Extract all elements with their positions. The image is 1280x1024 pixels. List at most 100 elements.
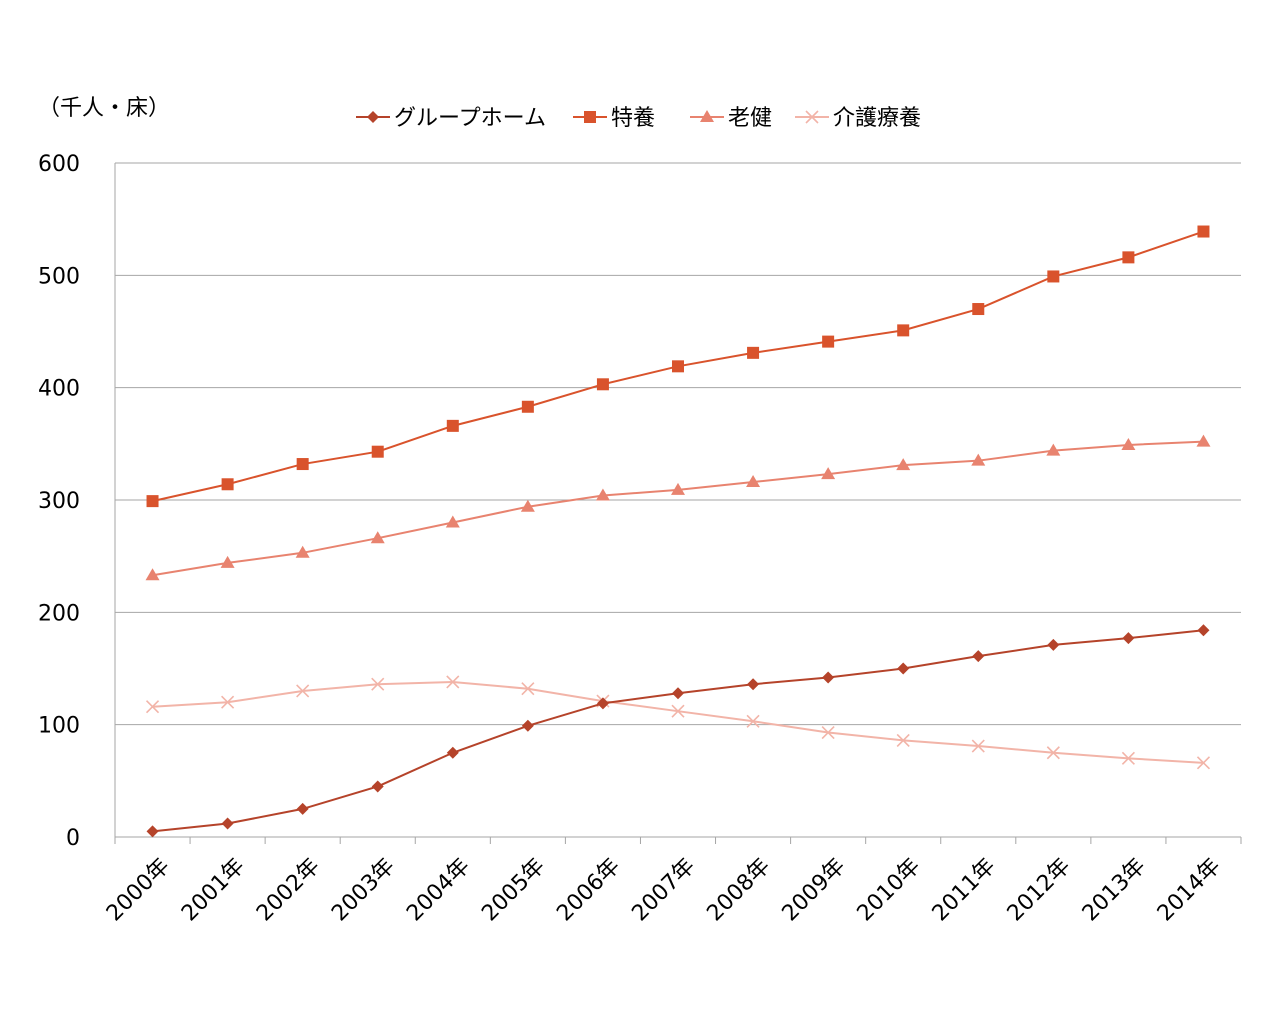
x-tick-label: 2008年 (702, 854, 775, 927)
data-point-triangle (220, 555, 235, 568)
y-tick-labels: 0 100 200 300 400 500 600 (38, 152, 80, 851)
data-point-diamond (672, 687, 684, 700)
data-point-x (821, 725, 835, 740)
data-point-triangle (971, 453, 986, 466)
data-point-diamond (897, 662, 910, 675)
series-line (152, 629, 1204, 833)
data-point-x (446, 675, 460, 689)
x-tick-label: 2013年 (1078, 854, 1151, 927)
data-point-triangle (821, 467, 836, 480)
data-point-square (446, 419, 459, 432)
x-tick-label: 2012年 (1003, 854, 1076, 927)
x-tick-label: 2004年 (402, 854, 475, 927)
x-mark-stroke (896, 733, 910, 747)
data-point-diamond (367, 111, 379, 123)
data-point-square (584, 111, 596, 123)
data-point-x (221, 695, 235, 709)
data-point-square (371, 445, 384, 458)
data-point-diamond (747, 678, 760, 691)
data-point-triangle (595, 488, 610, 501)
series-1 (146, 225, 1210, 508)
data-point-square (596, 378, 609, 391)
x-tick-label: 2014年 (1153, 854, 1226, 927)
x-tick-labels: 2000年 2001年 2002年 2003年 2004年 2005年 2006年 2007年… (102, 854, 1226, 927)
data-point-x (671, 704, 685, 718)
data-point-diamond (371, 780, 384, 793)
legend-label: 特養 (611, 106, 655, 131)
x-mark-stroke (805, 110, 819, 124)
data-point-diamond (446, 746, 459, 759)
y-tick-label: 600 (38, 152, 80, 177)
data-point-x (521, 682, 535, 696)
data-point-triangle (896, 458, 911, 471)
grid-lines (115, 162, 1241, 726)
x-mark-stroke (221, 695, 235, 709)
y-unit-label: （千人・床） (38, 96, 171, 121)
x-mark-stroke (1046, 746, 1060, 760)
series-2 (145, 434, 1211, 581)
data-point-triangle (445, 515, 460, 528)
y-tick-label: 200 (38, 601, 80, 626)
x-tick-label: 2002年 (252, 854, 325, 927)
y-tick-label: 0 (66, 826, 80, 851)
x-mark-stroke (446, 675, 460, 689)
x-tick-label: 2005年 (477, 854, 550, 927)
data-point-square (521, 400, 534, 413)
x-mark-stroke (296, 684, 310, 698)
legend-label: グループホーム (394, 106, 546, 131)
x-mark-stroke (1196, 756, 1211, 770)
x-mark-stroke (1121, 751, 1135, 765)
data-point-triangle (295, 545, 310, 558)
data-point-square (146, 495, 159, 508)
data-point-diamond (972, 650, 985, 663)
x-tick-label: 2000年 (102, 854, 175, 927)
data-point-triangle (671, 482, 685, 495)
data-point-x (145, 700, 160, 714)
legend-item-1: 特養 (573, 106, 655, 131)
legend-item-2: 老健 (690, 106, 772, 131)
x-tick-label: 2007年 (627, 854, 700, 927)
data-point-square (972, 303, 985, 316)
series-group (145, 225, 1211, 838)
data-point-square (1047, 270, 1060, 283)
legend-label: 老健 (728, 106, 772, 131)
axes (114, 163, 1242, 844)
legend: グループホーム 特養 老健 介護療養 (356, 106, 921, 131)
legend-item-3: 介護療養 (795, 106, 921, 131)
data-point-diamond (822, 671, 835, 684)
data-point-square (1197, 225, 1210, 238)
data-point-x (1046, 746, 1060, 760)
y-tick-label: 300 (38, 489, 80, 514)
data-point-triangle (1196, 434, 1211, 447)
data-point-triangle (520, 499, 535, 512)
data-point-x (1121, 751, 1135, 765)
x-mark-stroke (746, 714, 760, 728)
x-tick-label: 2001年 (177, 854, 250, 927)
data-point-x (296, 684, 310, 698)
data-point-triangle (1121, 437, 1136, 450)
data-point-x (805, 110, 819, 124)
x-mark-stroke (371, 677, 385, 691)
data-point-square (672, 360, 684, 373)
data-point-square (897, 324, 910, 337)
data-point-square (296, 458, 309, 471)
data-point-square (747, 346, 760, 359)
y-tick-label: 400 (38, 377, 80, 402)
x-tick-label: 2003年 (327, 854, 400, 927)
data-point-diamond (221, 817, 234, 830)
data-point-x (1196, 756, 1211, 770)
series-3 (145, 675, 1211, 770)
legend-item-0: グループホーム (356, 106, 546, 131)
data-point-triangle (746, 475, 761, 488)
x-mark-stroke (671, 704, 685, 718)
data-point-diamond (1122, 632, 1135, 645)
data-point-square (1122, 251, 1135, 264)
y-tick-label: 500 (38, 264, 80, 289)
x-mark-stroke (145, 700, 160, 714)
data-point-diamond (521, 719, 534, 732)
x-tick-label: 2006年 (552, 854, 625, 927)
data-point-triangle (145, 568, 160, 581)
data-point-x (971, 739, 985, 753)
data-point-square (822, 335, 835, 348)
